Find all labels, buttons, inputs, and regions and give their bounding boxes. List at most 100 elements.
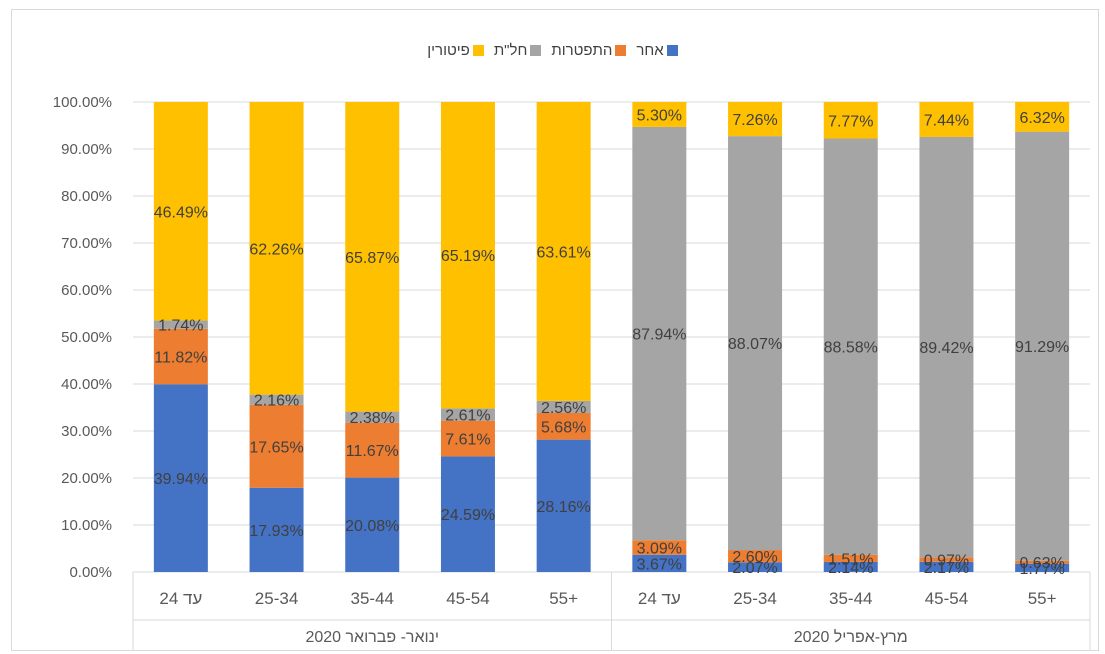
category-label: 45-54 — [925, 589, 968, 608]
data-label: 2.60% — [732, 549, 777, 566]
legend-item-resignation: התפטרות — [551, 40, 627, 60]
category-label: עד 24 — [159, 589, 202, 608]
y-tick-label: 60.00% — [61, 282, 112, 299]
bar-segment — [632, 126, 687, 541]
data-label: 0.97% — [924, 553, 969, 570]
y-tick-label: 40.00% — [61, 376, 112, 393]
data-label: 6.32% — [1019, 110, 1064, 127]
bar-segment — [536, 412, 591, 440]
legend-item-unpaid-leave: חל"ת — [494, 40, 542, 60]
data-label: 39.94% — [154, 471, 208, 488]
y-tick-label: 100.00% — [53, 94, 112, 111]
data-label: 1.74% — [158, 318, 203, 335]
data-label: 24.59% — [441, 507, 495, 524]
bar-segment — [919, 136, 974, 558]
data-label: 87.94% — [632, 327, 686, 344]
y-tick-label: 20.00% — [61, 470, 112, 487]
data-label: 88.07% — [728, 336, 782, 353]
legend-item-dismissal: פיטורין — [427, 40, 484, 60]
bar-segment — [1015, 560, 1070, 564]
bar-segment — [440, 420, 495, 457]
legend-swatch-other — [666, 44, 678, 56]
bar-segment — [536, 400, 591, 413]
legend-swatch-dismissal — [472, 44, 484, 56]
data-label: 3.09% — [637, 540, 682, 557]
bar-segment — [728, 550, 783, 563]
data-label: 11.67% — [346, 443, 399, 460]
data-label: 20.08% — [345, 518, 399, 535]
bar-segment — [440, 102, 495, 409]
bar-segment — [823, 561, 878, 572]
y-tick-label: 80.00% — [61, 188, 112, 205]
bar-segment — [153, 328, 208, 385]
bar-segment — [153, 102, 208, 321]
legend-label-other: אחר — [636, 41, 664, 59]
y-tick-label: 0.00% — [69, 564, 112, 581]
y-tick-label: 10.00% — [61, 517, 112, 534]
data-label: 65.87% — [345, 250, 399, 267]
bar-segment — [823, 138, 878, 555]
bar-segment — [536, 439, 591, 572]
data-label: 7.61% — [445, 432, 490, 449]
data-label: 2.07% — [732, 560, 777, 577]
legend-swatch-resignation — [615, 44, 627, 56]
bar-segment — [728, 102, 783, 137]
data-label: 2.56% — [541, 400, 586, 417]
bar-segment — [728, 562, 783, 572]
data-label: 1.77% — [1019, 561, 1064, 578]
y-tick-label: 50.00% — [61, 329, 112, 346]
bar-segment — [919, 561, 974, 572]
data-label: 17.65% — [249, 439, 303, 456]
legend: אחר התפטרות חל"ת פיטורין — [0, 40, 1105, 60]
legend-item-other: אחר — [636, 40, 678, 60]
bar-segment — [249, 394, 304, 405]
bar-segment — [345, 102, 400, 412]
y-tick-label: 30.00% — [61, 423, 112, 440]
bar-segment — [728, 136, 783, 551]
category-label: 25-34 — [733, 589, 776, 608]
data-label: 7.26% — [732, 112, 777, 129]
category-label: 35-44 — [351, 589, 394, 608]
bar-segment — [440, 456, 495, 572]
bar-segment — [440, 408, 495, 421]
data-label: 2.38% — [350, 410, 395, 427]
bar-segment — [153, 384, 208, 572]
data-label: 46.49% — [154, 204, 208, 221]
bar-segment — [536, 101, 591, 401]
category-label: עד 24 — [638, 589, 681, 608]
data-label: 2.61% — [445, 408, 490, 425]
group-label: ינואר- פברואר 2020 — [305, 629, 439, 646]
data-label: 62.26% — [249, 241, 303, 258]
category-label: 25-34 — [255, 589, 298, 608]
bar-segment — [249, 102, 304, 395]
bar-segment — [823, 554, 878, 562]
bar-segment — [345, 477, 400, 572]
data-label: 2.16% — [254, 393, 299, 410]
bar-segment — [345, 411, 400, 423]
data-label: 11.82% — [154, 350, 207, 367]
bar-segment — [249, 487, 304, 572]
bar-segment — [919, 557, 974, 562]
data-label: 28.16% — [537, 499, 591, 516]
category-label: 35-44 — [829, 589, 872, 608]
data-label: 7.44% — [924, 112, 969, 129]
data-label: 2.14% — [828, 560, 873, 577]
bar-segment — [919, 102, 974, 137]
category-label: 45-54 — [446, 589, 489, 608]
bar-segment — [632, 102, 687, 127]
legend-label-resignation: התפטרות — [551, 41, 613, 59]
data-label: 91.29% — [1015, 339, 1069, 356]
y-tick-label: 70.00% — [61, 235, 112, 252]
data-label: 5.30% — [637, 107, 682, 124]
data-label: 7.77% — [828, 113, 873, 130]
bar-segment — [153, 320, 208, 329]
bar-segment — [249, 404, 304, 488]
data-label: 0.63% — [1019, 555, 1064, 572]
bar-segment — [345, 422, 400, 478]
data-label: 65.19% — [441, 248, 495, 265]
bar-segment — [1015, 563, 1070, 572]
data-label: 88.58% — [824, 340, 878, 357]
data-label: 5.68% — [541, 419, 586, 436]
legend-label-dismissal: פיטורין — [427, 41, 470, 59]
